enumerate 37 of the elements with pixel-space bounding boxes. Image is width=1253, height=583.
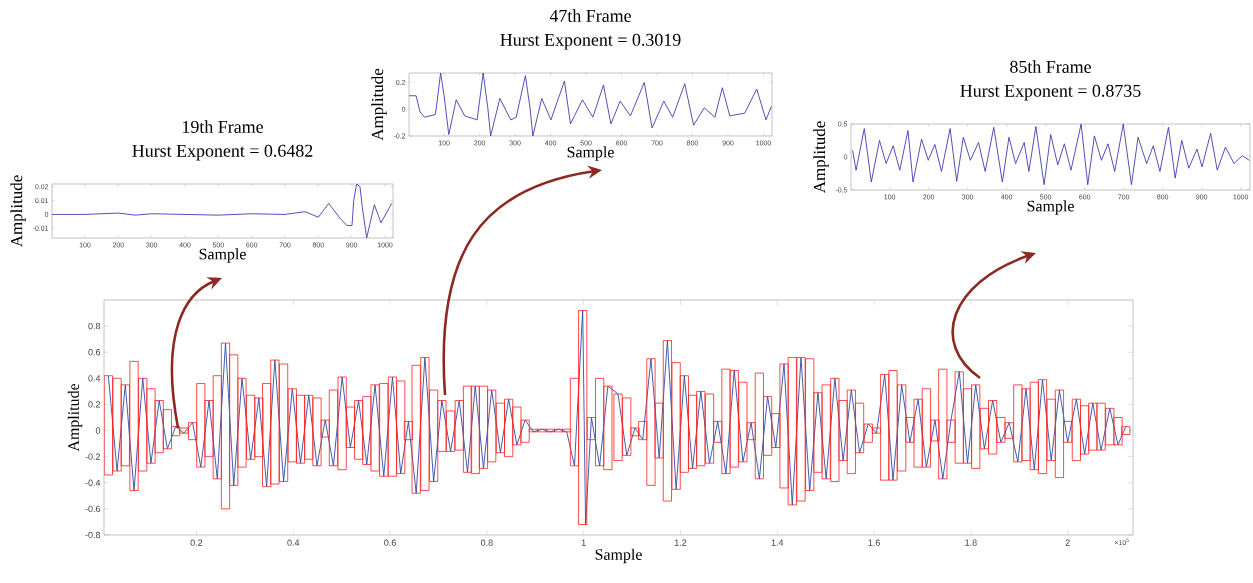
y-axis-title: Amplitude xyxy=(67,383,83,452)
y-axis-title: Amplitude xyxy=(813,121,829,194)
chart-title: 85th Frame xyxy=(1010,60,1091,73)
chart-subtitle: Hurst Exponent = 0.8735 xyxy=(960,84,1141,101)
y-axis-title: Amplitude xyxy=(371,68,387,141)
y-axis-title: Amplitude xyxy=(10,175,26,248)
x-tick-label: 0.6 xyxy=(384,539,396,546)
x-tick-label: 1.6 xyxy=(868,539,880,546)
chart-title: 47th Frame xyxy=(549,9,631,22)
y-tick-label: 0.2 xyxy=(88,401,101,408)
x-tick-label: 2 xyxy=(1065,539,1070,546)
y-tick-label: -0.4 xyxy=(85,479,101,486)
line-series xyxy=(852,123,1250,186)
line-series xyxy=(409,72,772,136)
x-tick-label: 0.4 xyxy=(287,539,300,546)
chart-subtitle: Hurst Exponent = 0.3019 xyxy=(500,33,681,50)
x-tick-label: 1.4 xyxy=(771,539,784,546)
y-tick-label: 0.6 xyxy=(88,349,101,356)
x-tick-label: 0.2 xyxy=(190,539,203,546)
y-tick-label: -0.2 xyxy=(85,453,101,460)
y-tick-label: 0.4 xyxy=(88,375,101,382)
chart-subtitle: Hurst Exponent = 0.6482 xyxy=(132,144,313,161)
line-series xyxy=(107,309,1127,525)
y-tick-label: -0.8 xyxy=(85,531,101,539)
x-tick-label: 1.2 xyxy=(674,539,687,546)
y-tick-label: -0.6 xyxy=(85,505,101,513)
y-tick-label: 0.8 xyxy=(88,322,101,330)
line-series xyxy=(52,183,393,238)
x-axis-title: Sample xyxy=(567,146,614,161)
x-tick-label: 1.8 xyxy=(965,539,977,546)
x-tick-label: 0.8 xyxy=(480,539,493,546)
chart-title: 19th Frame xyxy=(183,120,263,133)
x-axis-title: Sample xyxy=(1027,200,1074,215)
y-tick-label: 0 xyxy=(95,427,101,434)
x-axis-title: Sample xyxy=(595,548,642,564)
x-tick-label: 1 xyxy=(581,539,586,546)
x-axis-title: Sample xyxy=(199,248,246,263)
